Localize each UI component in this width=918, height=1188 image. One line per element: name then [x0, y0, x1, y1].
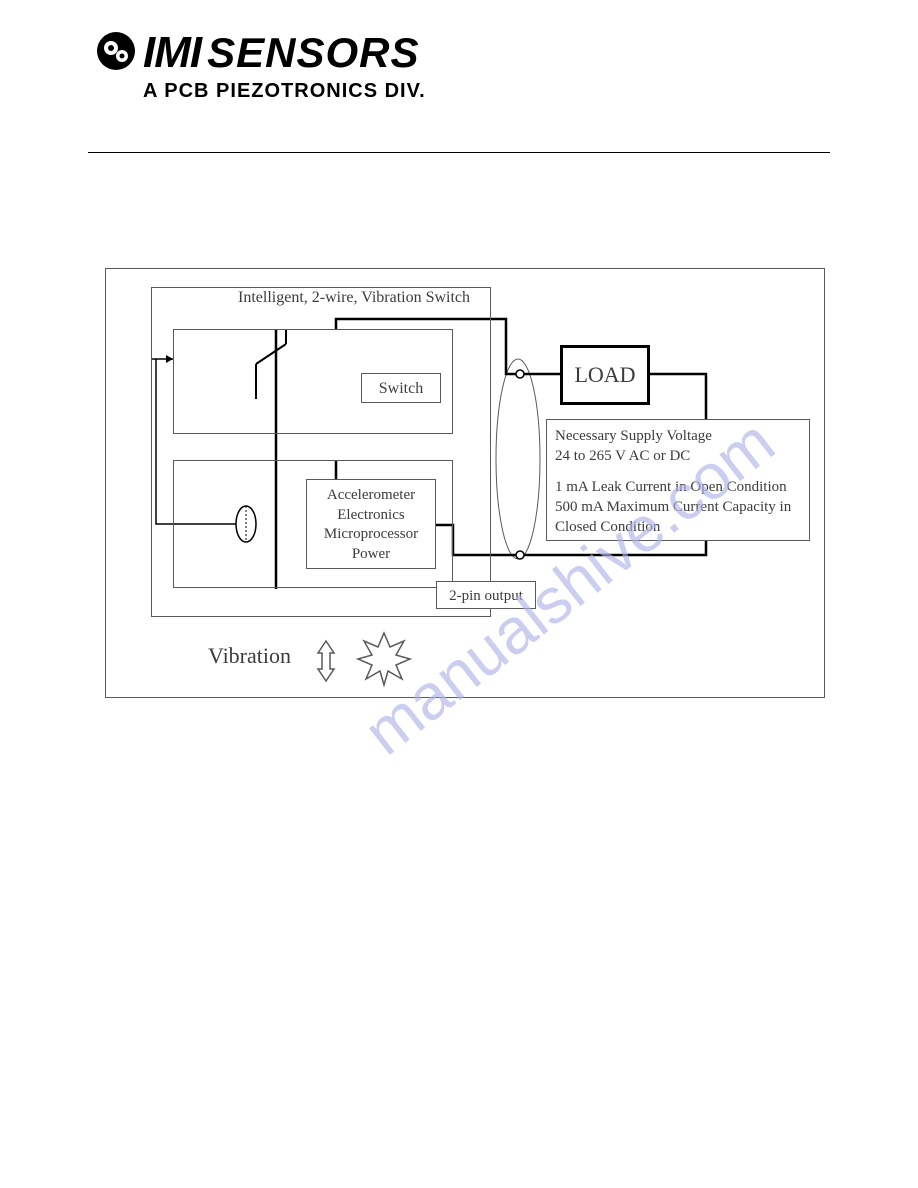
spec-box: Necessary Supply Voltage 24 to 265 V AC …	[546, 419, 810, 541]
logo-block: IMI SENSORS A PCB PIEZOTRONICS DIV.	[95, 28, 426, 103]
logo-brand-bold: IMI	[143, 28, 201, 78]
header-divider	[88, 152, 830, 153]
load-box: LOAD	[560, 345, 650, 405]
accel-line-4: Power	[307, 545, 435, 565]
accel-line-3: Microprocessor	[307, 525, 435, 545]
logo-subtitle: A PCB PIEZOTRONICS DIV.	[143, 80, 426, 103]
spec-gap	[555, 467, 801, 477]
logo-brand-rest: SENSORS	[207, 29, 419, 77]
spec-line-5: Closed Condition	[555, 517, 801, 537]
spec-line-4: 500 mA Maximum Current Capacity in	[555, 497, 801, 517]
spec-line-3: 1 mA Leak Current in Open Condition	[555, 477, 801, 497]
vibration-label: Vibration	[208, 643, 291, 669]
logo-row: IMI SENSORS	[95, 28, 426, 78]
accelerometer-label-box: Accelerometer Electronics Microprocessor…	[306, 479, 436, 569]
switch-frame-title: Intelligent, 2-wire, Vibration Switch	[234, 289, 474, 307]
accel-line-1: Accelerometer	[307, 486, 435, 506]
gear-icon	[95, 30, 137, 77]
switch-label: Switch	[361, 373, 441, 403]
diagram-frame: Intelligent, 2-wire, Vibration Switch Sw…	[105, 268, 825, 698]
spec-line-1: Necessary Supply Voltage	[555, 426, 801, 446]
accel-line-2: Electronics	[307, 506, 435, 526]
spec-line-2: 24 to 265 V AC or DC	[555, 446, 801, 466]
two-pin-output-label: 2-pin output	[436, 581, 536, 609]
